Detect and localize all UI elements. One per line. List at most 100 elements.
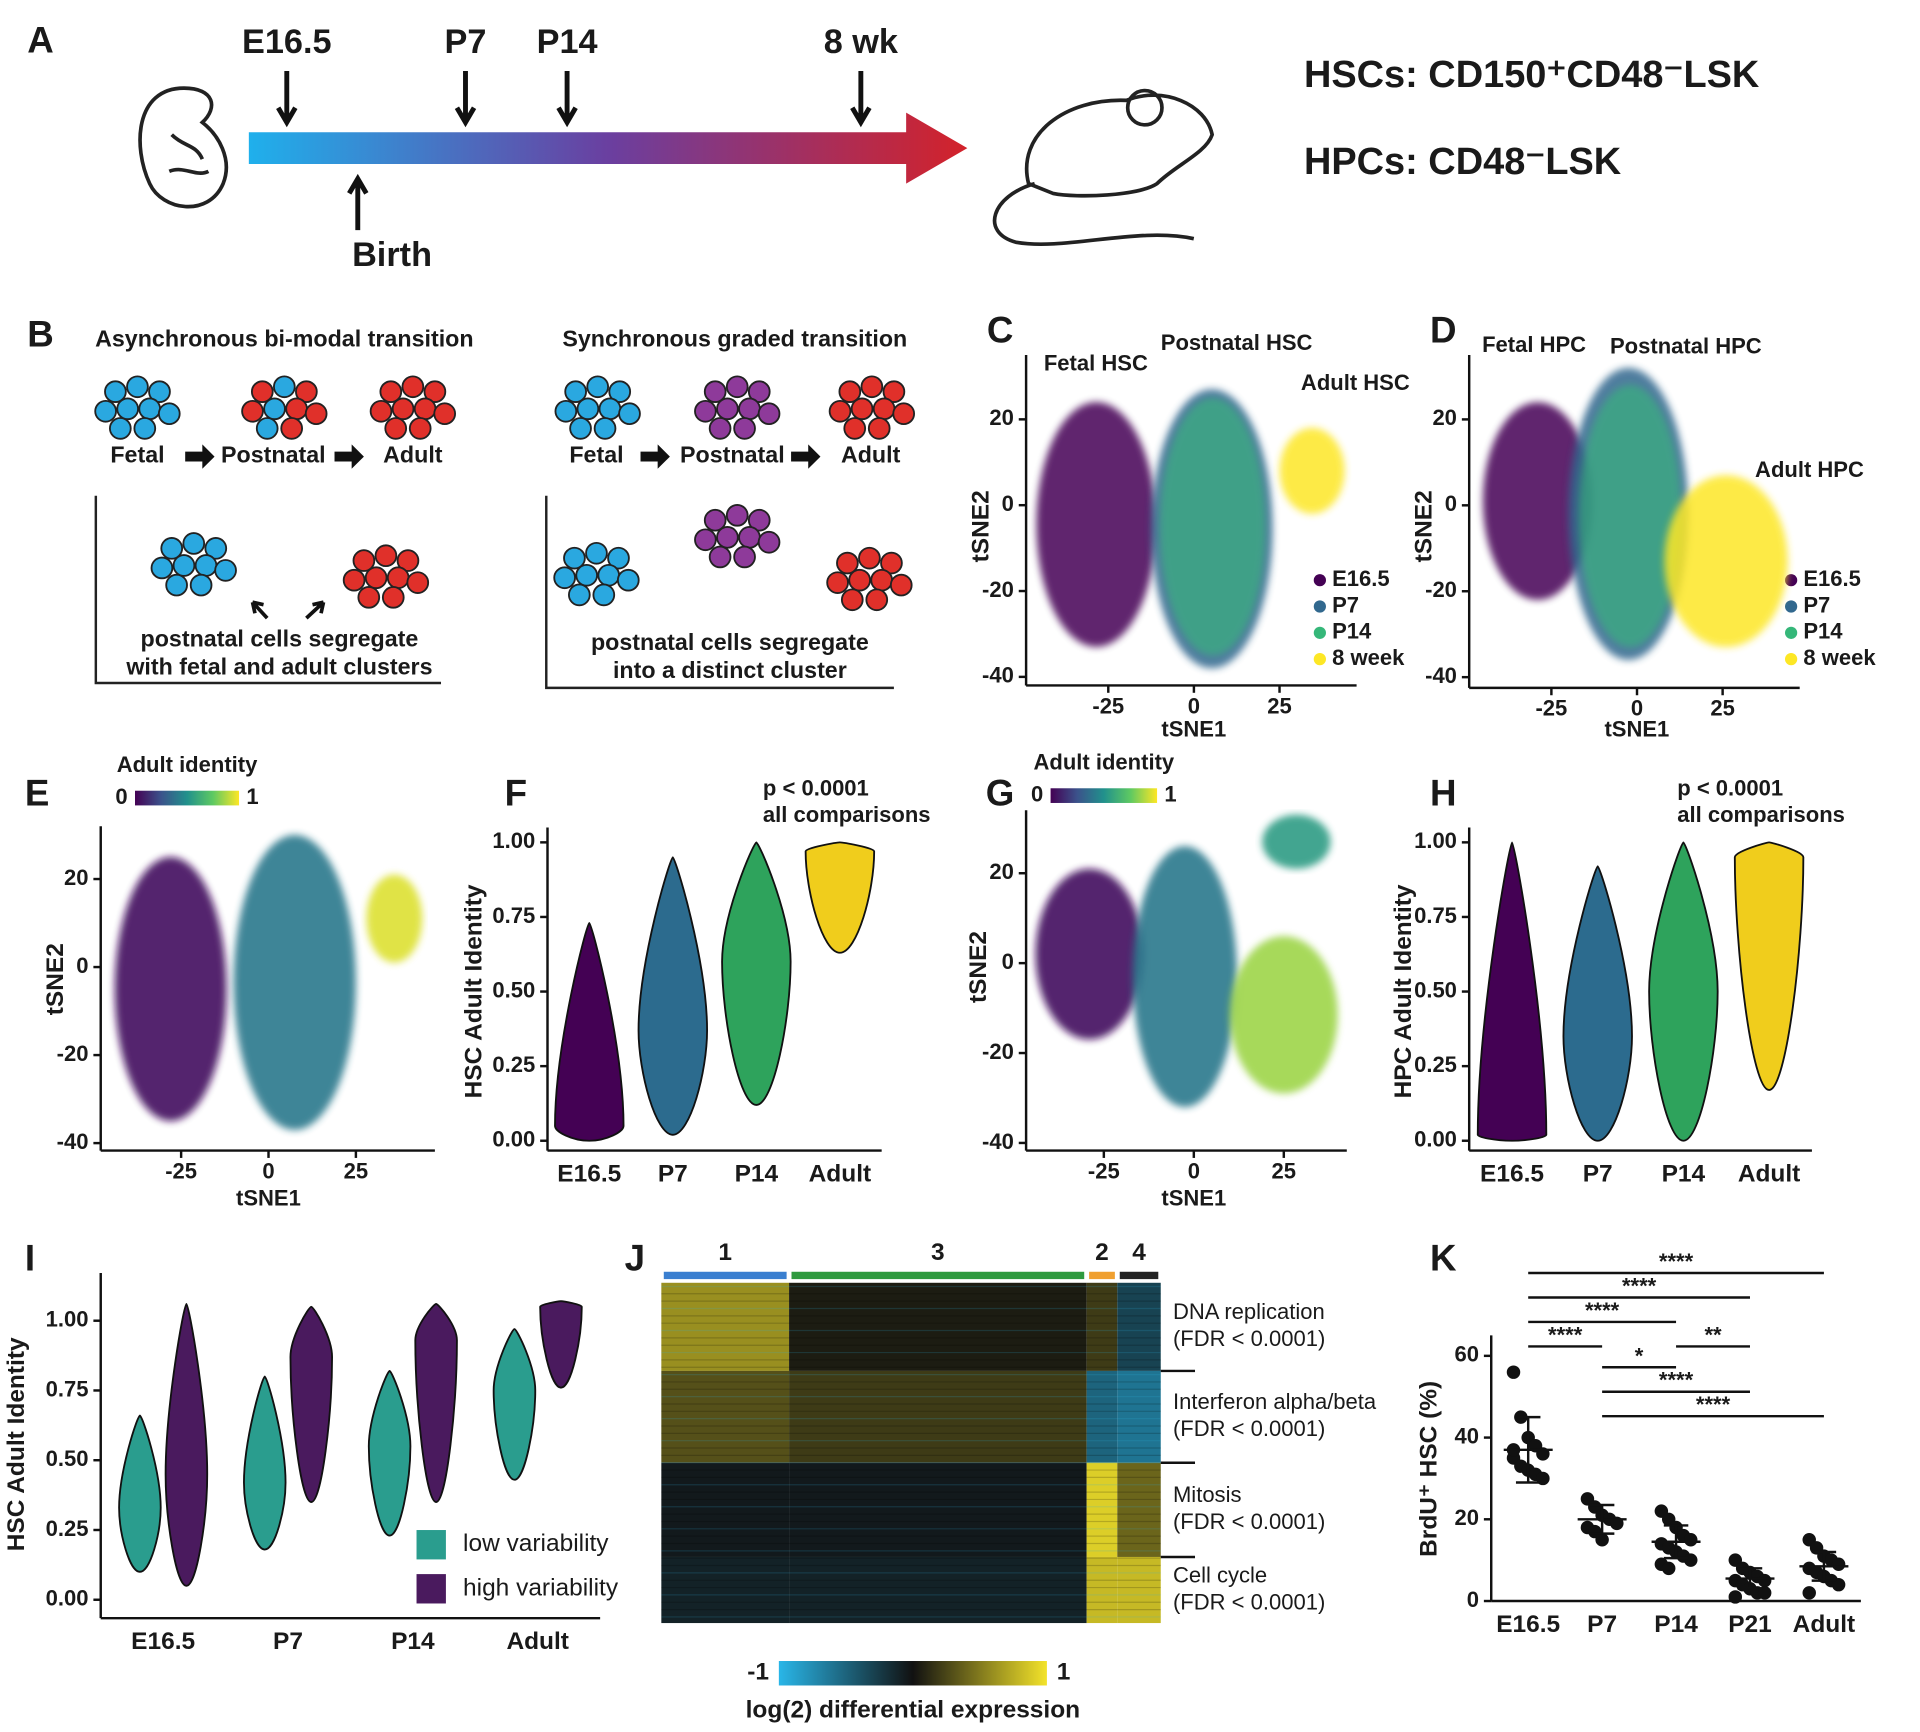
panel-label: I [25,1237,35,1278]
cell-icon [116,397,139,421]
cell-icon [593,417,617,440]
cell-icon [563,546,586,570]
cell-icon [342,568,366,592]
cell-icon [843,417,867,440]
cell-icon [423,380,447,404]
legend-marker [416,1574,446,1604]
data-point [1802,1586,1816,1600]
violin [414,1303,458,1503]
stage-label: Postnatal [221,442,326,468]
y-axis-label: tSNE2 [968,490,995,562]
stage-label: Postnatal [680,442,785,468]
y-tick-label: 60 [1454,1342,1479,1367]
x-axis-label: tSNE1 [1161,717,1226,742]
cell-icon [757,530,781,554]
cell-icon [703,508,727,532]
legend-label: high variability [463,1574,619,1601]
legend-label: 8 week [1332,645,1405,670]
colorbar [135,790,240,806]
colorbar-tick-label: -1 [747,1659,769,1686]
y-tick-label: 0 [1445,491,1457,516]
row-label: (FDR < 0.0001) [1173,1589,1325,1614]
cell-icon [708,545,732,569]
y-tick-label: 0 [1002,949,1014,974]
cell-icon [716,397,739,421]
embryo-drawing [138,86,229,209]
x-tick-label: Adult [506,1628,569,1655]
cell-icon [255,417,279,440]
cluster-annotation: Fetal HSC [1044,351,1148,376]
legend-marker [1784,574,1798,587]
cell-icon [575,563,598,587]
heatmap-cell [661,1556,790,1624]
cell-icon [214,559,237,582]
x-axis-label: tSNE1 [236,1185,301,1210]
y-axis-label: BrdU⁺ HSC (%) [1415,1381,1442,1557]
y-tick-label: 0.25 [492,1052,535,1077]
cluster-annotation: Adult HPC [1755,457,1864,482]
row-label: (FDR < 0.0001) [1173,1416,1325,1441]
x-tick-label: 25 [344,1158,368,1183]
violin [367,1370,412,1537]
panel-label: H [1430,772,1457,813]
heatmap-cell [1117,1282,1161,1371]
cell-icon [406,571,430,594]
y-tick-label: 0.75 [492,903,535,928]
cluster [1482,402,1593,600]
cell-icon [369,399,393,423]
significance-label: **** [1622,1273,1657,1298]
y-tick-label: -40 [57,1129,89,1154]
x-tick-label: Adult [1738,1161,1801,1188]
violin [164,1303,209,1587]
cell-icon [725,503,749,527]
cluster-annotation: Postnatal HPC [1610,333,1762,358]
cell-icon [295,380,318,404]
violin [637,856,709,1136]
panel-label: K [1430,1237,1457,1278]
row-label: Mitosis [1173,1482,1242,1507]
y-tick-label: -20 [1425,577,1457,602]
error-bar [1515,1415,1541,1484]
colorbar [778,1661,1047,1686]
timepoint-arrow [454,70,477,128]
x-tick-label: 25 [1710,696,1735,721]
legend-marker [1313,653,1326,666]
timepoint-label: P14 [537,23,598,61]
violin [243,1375,287,1551]
data-point [1684,1533,1698,1547]
y-tick-label: 0.50 [46,1446,89,1471]
legend-label: E16.5 [1803,566,1861,591]
x-tick-label: 25 [1272,1158,1297,1183]
cell-icon [889,573,913,597]
cluster [1229,936,1338,1094]
cell-icon [598,397,622,421]
cell-icon [94,399,117,423]
significance-label: ** [1704,1322,1722,1347]
segregate-arrow [250,600,269,620]
x-tick-label: P7 [1587,1611,1617,1638]
y-tick-label: 40 [1454,1423,1479,1448]
cell-icon [747,508,771,532]
cell-icon [379,380,403,404]
timepoint-arrow [276,70,298,128]
cell-icon [273,375,296,399]
x-tick-label: -25 [1088,1158,1120,1183]
cluster [1036,402,1157,647]
cell-icon [608,380,632,404]
y-tick-label: 0.50 [1414,977,1457,1002]
cell-icon [364,566,388,590]
cell-icon [126,375,149,399]
annotation: all comparisons [763,802,931,827]
cell-icon [241,399,264,423]
cell-icon [716,526,739,549]
y-tick-label: 1.00 [1414,828,1457,853]
x-tick-label: P14 [735,1161,779,1188]
column-group-label: 2 [1095,1239,1109,1266]
cell-icon [576,397,600,421]
data-point [1661,1561,1676,1576]
model-title: Asynchronous bi-modal transition [95,325,473,351]
row-label: Interferon alpha/beta [1173,1389,1377,1414]
cluster-annotation: Fetal HPC [1482,332,1586,357]
